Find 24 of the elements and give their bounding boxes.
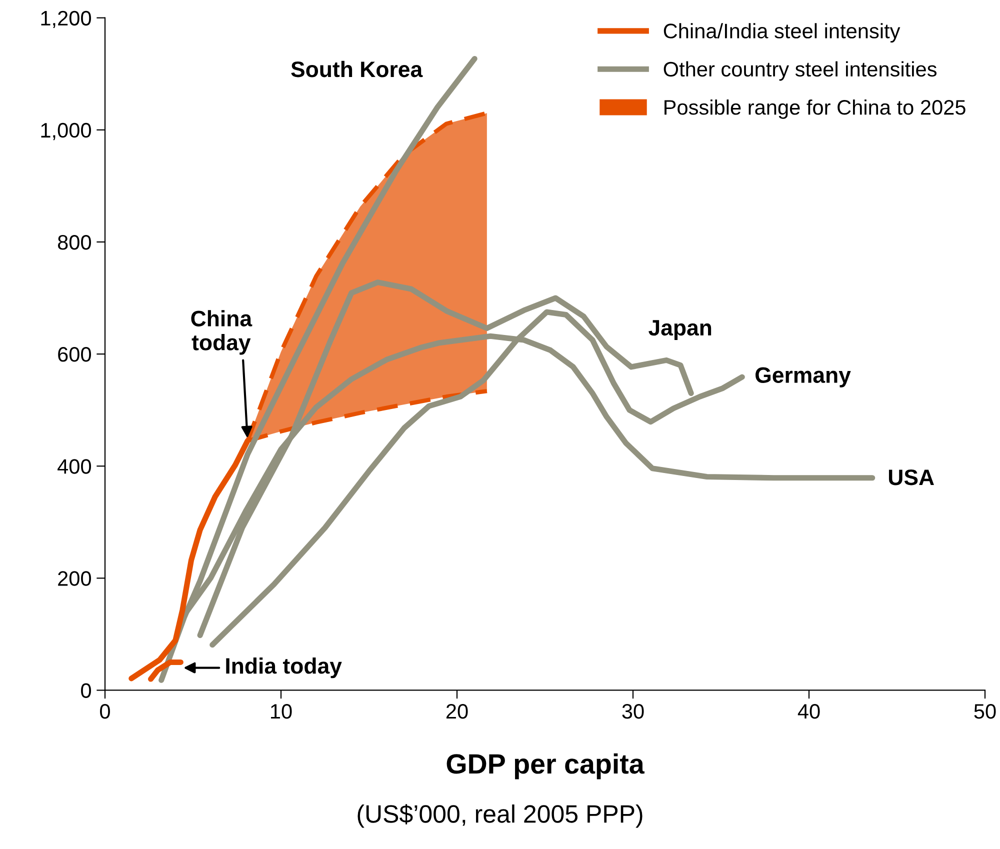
x-axis-title: GDP per capita — [446, 753, 645, 780]
y-tick-label: 600 — [58, 347, 91, 362]
y-tick-label: 1,200 — [41, 10, 91, 28]
annotation: South Korea — [291, 60, 423, 78]
x-tick-label: 40 — [798, 704, 820, 719]
y-tick-label: 0 — [81, 683, 91, 698]
y-tick-label: 800 — [58, 234, 91, 250]
x-tick-label: 10 — [271, 704, 292, 719]
annotation: USA — [888, 469, 934, 486]
y-tick-label: 200 — [58, 571, 91, 586]
x-tick-label: 0 — [100, 704, 110, 719]
legend-label: China/India steel intensity — [664, 23, 900, 43]
y-tick-label: 1,000 — [41, 122, 91, 140]
annotation: Germany — [756, 367, 851, 388]
legend-label: Other country steel intensities — [664, 61, 937, 81]
x-tick-label: 30 — [622, 704, 644, 719]
annotation: India today — [226, 657, 342, 678]
x-tick-label: 50 — [974, 704, 996, 719]
annotation: Japan — [648, 320, 712, 340]
x-tick-label: 20 — [446, 704, 468, 719]
text: (US$’000, real 2005 PPP) — [358, 804, 642, 828]
annotation: China today — [191, 310, 252, 355]
legend-label: Possible range for China to 2025 — [664, 99, 966, 119]
y-tick-label: 400 — [58, 459, 91, 474]
